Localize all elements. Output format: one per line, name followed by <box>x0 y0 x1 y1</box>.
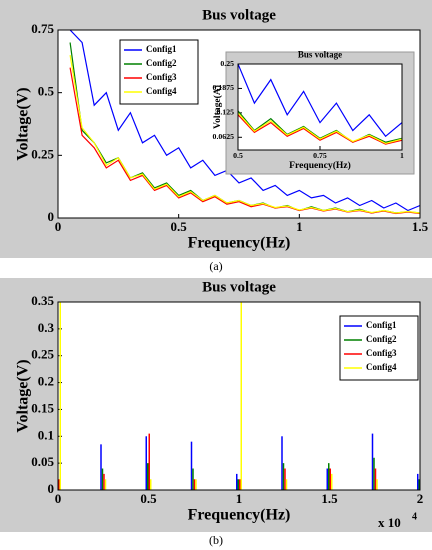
x-tick-label: 0.5 <box>233 151 243 160</box>
y-axis-label: Voltage(A) <box>212 85 223 129</box>
x-axis-label: Frequency(Hz) <box>188 235 291 252</box>
panel-caption: (a) <box>209 259 222 273</box>
y-tick-label: 0.25 <box>220 59 234 68</box>
legend-label: Config3 <box>146 72 177 82</box>
legend-label: Config1 <box>146 44 177 54</box>
legend-label: Config4 <box>366 362 397 372</box>
x-tick-label: 1 <box>296 219 303 234</box>
x-tick-label: 1.5 <box>412 219 429 234</box>
y-tick-label: 0.1875 <box>213 83 235 92</box>
x-tick-label: 0.5 <box>140 491 157 506</box>
plot-content <box>238 64 402 145</box>
y-tick-label: 0.25 <box>31 347 54 362</box>
panel-caption: (b) <box>209 533 223 547</box>
y-axis-label: Voltage(V) <box>15 87 32 160</box>
line-series <box>238 110 402 143</box>
legend-label: Config1 <box>366 320 397 330</box>
line-series <box>238 114 402 145</box>
x-multiplier-exponent: 4 <box>412 511 417 522</box>
plot-content <box>58 302 420 490</box>
legend-label: Config3 <box>366 348 397 358</box>
y-tick-label: 0.35 <box>31 293 54 308</box>
plot-area <box>238 64 402 150</box>
x-axis-label: Frequency(Hz) <box>289 160 351 171</box>
y-tick-label: 0.25 <box>31 146 54 161</box>
y-tick-label: 0 <box>48 209 55 224</box>
y-tick-label: 0.75 <box>31 21 54 36</box>
legend-label: Config2 <box>366 334 397 344</box>
chart-title: Bus voltage <box>298 50 342 60</box>
line-series <box>238 64 402 138</box>
chart-title: Bus voltage <box>202 279 276 295</box>
x-tick-label: 0.75 <box>313 151 327 160</box>
y-tick-label: 0.5 <box>38 84 55 99</box>
x-tick-label: 2 <box>417 491 424 506</box>
x-multiplier: x 10 <box>378 515 401 530</box>
y-axis-label: Voltage(V) <box>15 359 32 432</box>
y-tick-label: 0.05 <box>31 454 54 469</box>
x-tick-label: 0.5 <box>171 219 188 234</box>
legend-label: Config4 <box>146 86 177 96</box>
y-tick-label: 0.1 <box>38 427 54 442</box>
y-tick-label: 0.2 <box>38 374 54 389</box>
line-series <box>238 112 402 145</box>
legend-label: Config2 <box>146 58 177 68</box>
chart-title: Bus voltage <box>202 7 276 23</box>
plot-border <box>57 301 421 491</box>
x-tick-label: 0 <box>55 491 62 506</box>
x-tick-label: 0 <box>55 219 62 234</box>
x-axis-label: Frequency(Hz) <box>188 507 291 524</box>
x-tick-label: 1 <box>236 491 243 506</box>
y-tick-label: 0 <box>48 481 55 496</box>
line-series <box>69 30 420 212</box>
x-tick-label: 1 <box>400 151 404 160</box>
plot-border <box>57 29 421 219</box>
y-tick-label: 0.125 <box>216 108 234 117</box>
x-tick-label: 1.5 <box>321 491 338 506</box>
y-tick-label: 0.0625 <box>213 132 235 141</box>
plot-border <box>237 63 403 151</box>
y-tick-label: 0.15 <box>31 400 54 415</box>
y-tick-label: 0.3 <box>38 320 55 335</box>
plot-content <box>69 30 420 215</box>
line-series <box>69 55 420 214</box>
